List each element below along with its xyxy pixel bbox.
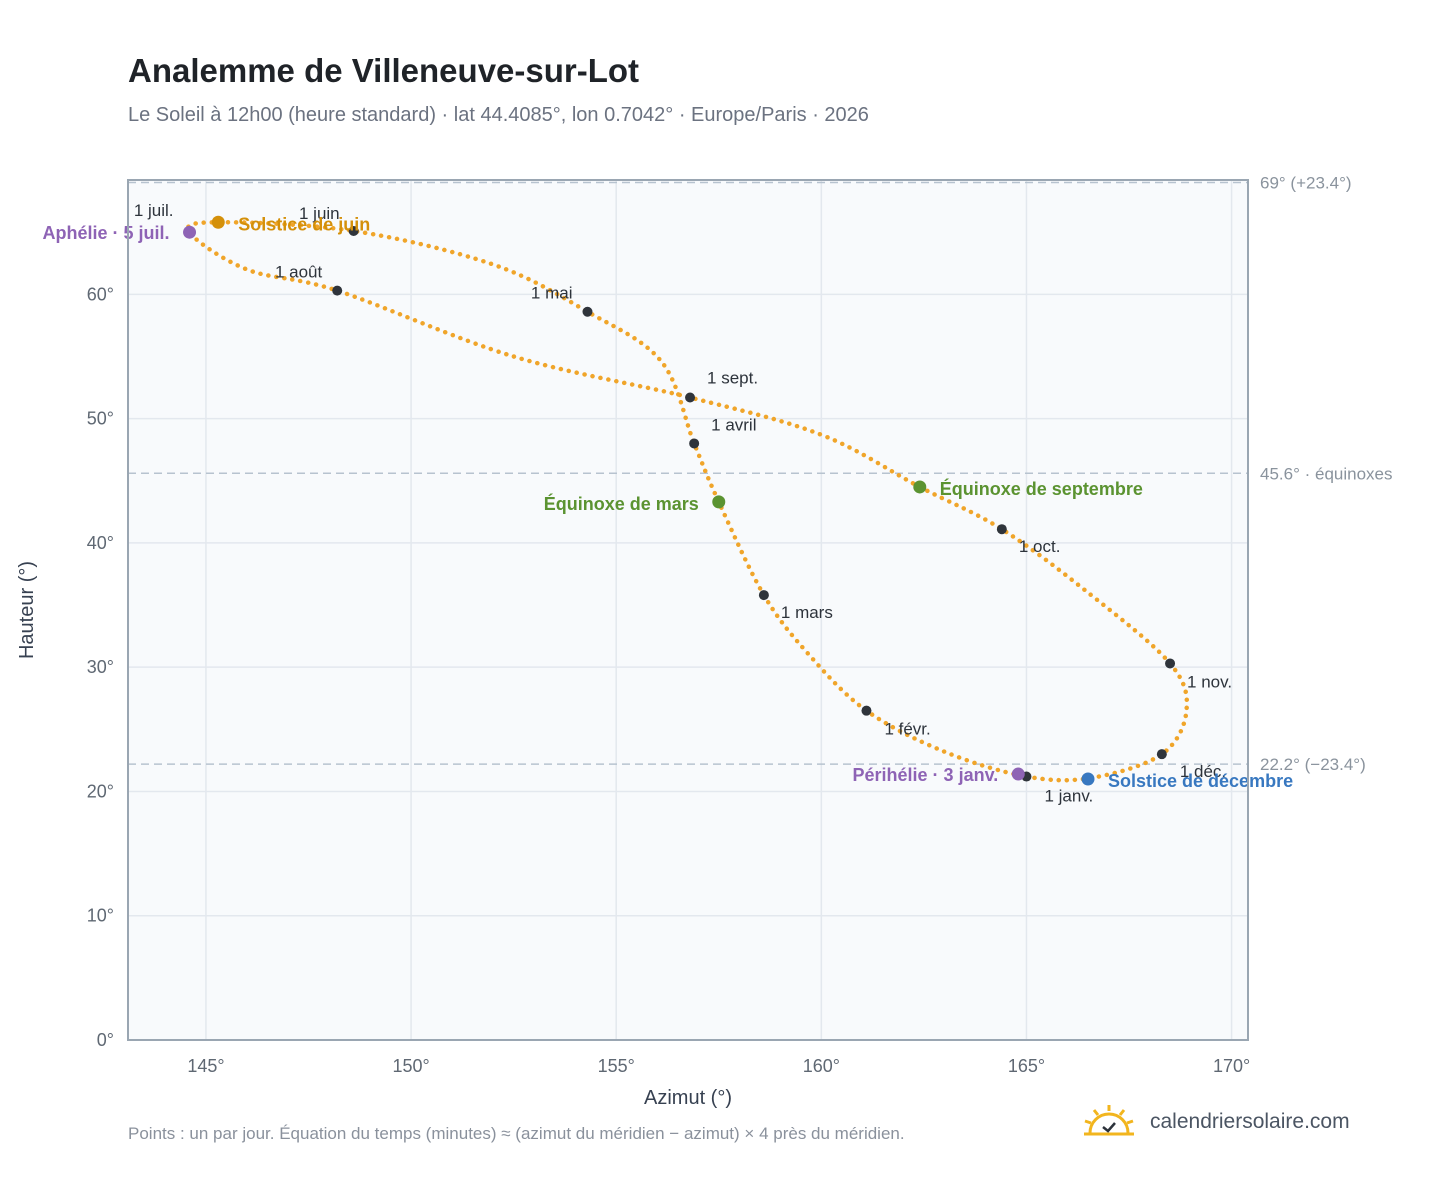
brand[interactable]: calendriersolaire.com [1082,1102,1350,1142]
plot-background [128,180,1248,1040]
event-marker [712,495,726,509]
brand-name: calendriersolaire.com [1150,1110,1350,1133]
month-label: 1 juil. [134,201,174,220]
chart-subtitle: Le Soleil à 12h00 (heure standard) · lat… [128,104,869,126]
axes: 145° 150° 155° 160° 165° 170° 0° 10° 20° 30° 40° 50… [87,179,1250,1076]
month-marker [582,306,593,317]
month-label: 1 sept. [707,368,758,387]
reference-line-label: 22.2° (−23.4°) [1260,755,1366,774]
y-tick-label: 50° [87,409,114,429]
x-tick-label: 145° [187,1056,224,1076]
footnote: Points : un par jour. Équation du temps … [128,1124,905,1143]
month-label: 1 mai [531,284,573,303]
event-label: Périhélie · 3 janv. [853,765,999,785]
event-label: Aphélie · 5 juil. [43,223,170,243]
event-marker [211,215,225,229]
plot-area [128,180,1248,1040]
x-tick-label: 150° [392,1056,429,1076]
y-tick-label: 10° [87,906,114,926]
analemma-curve [185,219,1190,783]
month-marker [996,524,1007,535]
month-label: 1 janv. [1044,787,1093,806]
reference-lines: 69° (+23.4°) 45.6° · équinoxes 22.2° (−23.… [128,173,1393,774]
y-tick-label: 20° [87,781,114,801]
event-label: Équinoxe de mars [544,493,699,514]
month-label: 1 avril [711,415,756,434]
y-tick-label: 40° [87,533,114,553]
event-label: Solstice de décembre [1108,771,1293,791]
month-marker [685,392,696,403]
month-markers: 1 janv. 1 févr. 1 mars 1 avril 1 mai 1 juin 1 … [134,201,1232,805]
y-tick-label: 60° [87,284,114,304]
month-label: 1 nov. [1187,672,1232,691]
reference-line-label: 69° (+23.4°) [1260,173,1352,192]
month-label: 1 juin [299,204,340,223]
month-label: 1 oct. [1019,537,1061,556]
event-label: Solstice de juin [238,214,370,234]
month-marker [348,225,359,236]
month-label: 1 mars [781,603,833,622]
y-axis-title: Hauteur (°) [16,561,38,659]
x-axis-title: Azimut (°) [644,1087,732,1109]
month-marker [1165,658,1176,669]
x-tick-label: 170° [1213,1056,1250,1076]
event-markers: Solstice de juin Aphélie · 5 juil. Équinox… [43,214,1294,791]
y-tick-label: 0° [97,1030,114,1050]
event-marker [1011,767,1025,781]
analemma-daily-points [185,219,1190,783]
event-marker [913,480,927,494]
x-tick-label: 160° [803,1056,840,1076]
month-marker [1156,749,1167,760]
month-label: 1 févr. [884,720,930,739]
y-tick-label: 30° [87,657,114,677]
event-marker [183,225,197,239]
reference-line-label: 45.6° · équinoxes [1260,464,1393,483]
sun-logo-icon [1082,1103,1136,1142]
month-label: 1 août [275,263,323,282]
chart-title: Analemme de Villeneuve-sur-Lot [128,52,640,89]
event-marker [1081,772,1095,786]
event-label: Équinoxe de septembre [940,478,1143,499]
month-label: 1 déc. [1180,762,1226,781]
x-tick-label: 155° [598,1056,635,1076]
month-marker [689,438,700,449]
month-marker [861,705,872,716]
plot-frame [127,179,1249,1041]
month-marker [332,285,343,296]
month-marker [758,590,769,601]
x-tick-label: 165° [1008,1056,1045,1076]
